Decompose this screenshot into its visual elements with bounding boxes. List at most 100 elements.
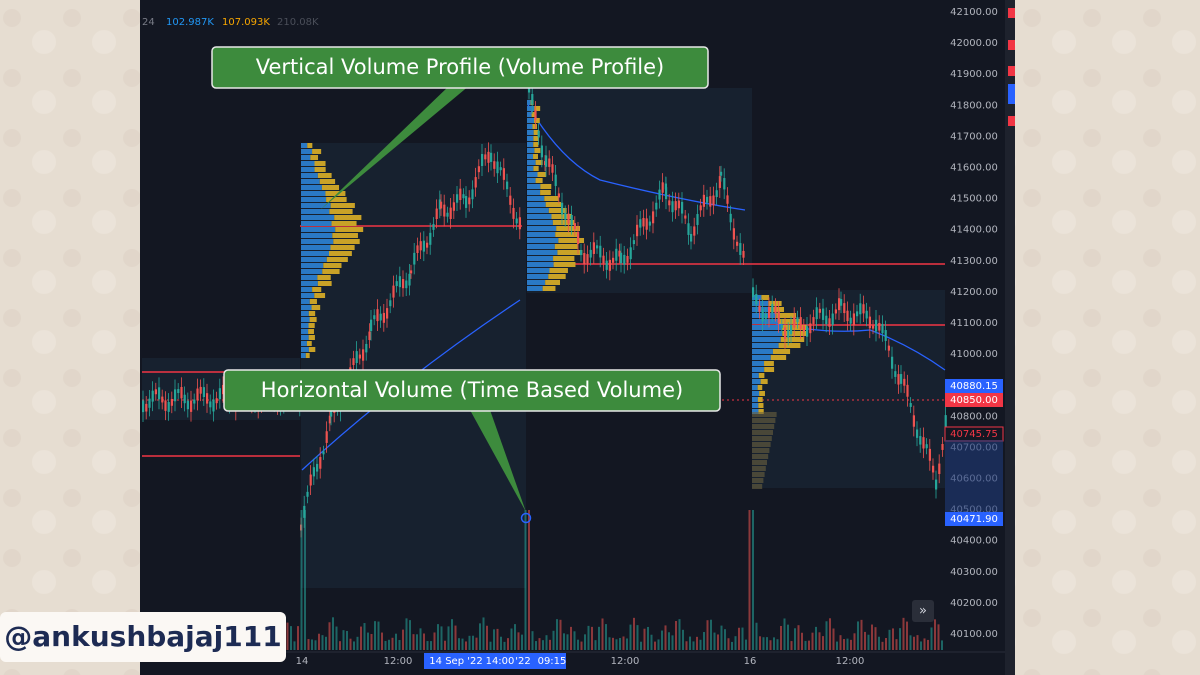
candle-body [938, 463, 941, 474]
toolbar-mark[interactable] [1008, 84, 1015, 104]
toolbar-mark[interactable] [1008, 40, 1015, 50]
volume-bar [888, 629, 891, 650]
time-label: 12:00 [384, 656, 413, 667]
volume-bar [577, 639, 579, 650]
candle-body [802, 325, 805, 332]
legend-value: 210.08K [277, 17, 319, 28]
candle-body [723, 178, 726, 190]
profile-bar [301, 317, 310, 322]
volume-bar [314, 640, 317, 650]
profile-bar [752, 379, 761, 384]
profile-bar [527, 172, 538, 177]
candle-body [642, 217, 645, 227]
toolbar-mark[interactable] [1008, 116, 1015, 126]
volume-bar [759, 636, 761, 650]
volume-bar [482, 617, 485, 650]
volume-bar [573, 631, 576, 650]
callout-pointer [470, 410, 526, 512]
candle-body [382, 312, 385, 323]
profile-bar [314, 161, 326, 166]
price-label: 41400.00 [950, 225, 998, 236]
profile-bar [533, 142, 539, 147]
volume-bar [468, 635, 471, 650]
profile-bar [312, 149, 322, 154]
profile-bar [301, 149, 313, 154]
volume-bar [608, 637, 611, 650]
candle-body [925, 444, 928, 449]
volume-bar [325, 636, 327, 650]
candle-body [732, 228, 735, 240]
profile-bar [752, 484, 763, 489]
profile-bar [527, 238, 559, 243]
candle-body [846, 310, 849, 322]
toolbar-mark[interactable] [1008, 8, 1015, 18]
profile-bar [301, 275, 318, 280]
profile-bar [527, 124, 533, 129]
volume-bar [762, 637, 765, 650]
profile-bar [527, 106, 535, 111]
volume-bar [860, 619, 863, 650]
candle-body [599, 245, 602, 258]
profile-bar [544, 196, 559, 201]
profile-bar [752, 325, 783, 330]
scroll-button[interactable] [912, 600, 934, 622]
candle-body [822, 308, 825, 320]
candle-body [183, 394, 186, 404]
profile-bar [317, 281, 332, 286]
profile-bar [752, 403, 759, 408]
volume-bar [675, 621, 677, 650]
legend-prefix: 24 [142, 17, 155, 28]
profile-bar [531, 112, 536, 117]
profile-bar [301, 209, 330, 214]
volume-bar [818, 632, 821, 650]
candle-body [856, 311, 859, 317]
volume-bar [790, 641, 793, 650]
candle-body [592, 242, 595, 254]
candle-body [774, 306, 777, 314]
volume-bar [528, 510, 530, 650]
profile-bar [301, 173, 318, 178]
candle-body [884, 330, 887, 341]
volume-bar [437, 624, 439, 650]
profile-bar [301, 227, 336, 232]
candle-body [825, 315, 828, 325]
profile-bar [770, 355, 787, 360]
volume-bar [720, 625, 723, 650]
candle-body [422, 240, 425, 252]
profile-bar [527, 142, 534, 147]
candle-body [658, 189, 661, 200]
range-highlight [945, 440, 1003, 512]
profile-bar [301, 287, 313, 292]
volume-bar [402, 629, 404, 650]
profile-bar [778, 343, 801, 348]
profile-bar [325, 191, 346, 196]
candle-body [554, 174, 557, 186]
candle-body [661, 182, 664, 193]
candle-body [355, 351, 358, 363]
profile-bar [301, 191, 326, 196]
candle-body [484, 154, 487, 160]
profile-bar [527, 268, 550, 273]
candle-body [838, 298, 841, 311]
candle-body [812, 317, 815, 324]
time-label: 12:00 [836, 656, 865, 667]
candle-body [215, 398, 218, 404]
candle-body [677, 200, 680, 209]
candle-body [690, 233, 693, 242]
volume-bar [920, 641, 922, 650]
candle-body [446, 212, 449, 217]
price-label: 40200.00 [950, 598, 998, 609]
candle-body [618, 250, 621, 257]
profile-bar [761, 295, 770, 300]
profile-bar [537, 172, 547, 177]
profile-bar [333, 239, 360, 244]
volume-bar [472, 635, 474, 650]
candle-body [629, 247, 632, 260]
candle-body [771, 304, 774, 314]
candle-body [490, 152, 493, 162]
volume-bar [916, 635, 919, 650]
toolbar-mark[interactable] [1008, 66, 1015, 76]
candle-body [573, 223, 576, 230]
scroll-icon[interactable]: » [919, 604, 927, 619]
volume-bar [727, 638, 730, 650]
